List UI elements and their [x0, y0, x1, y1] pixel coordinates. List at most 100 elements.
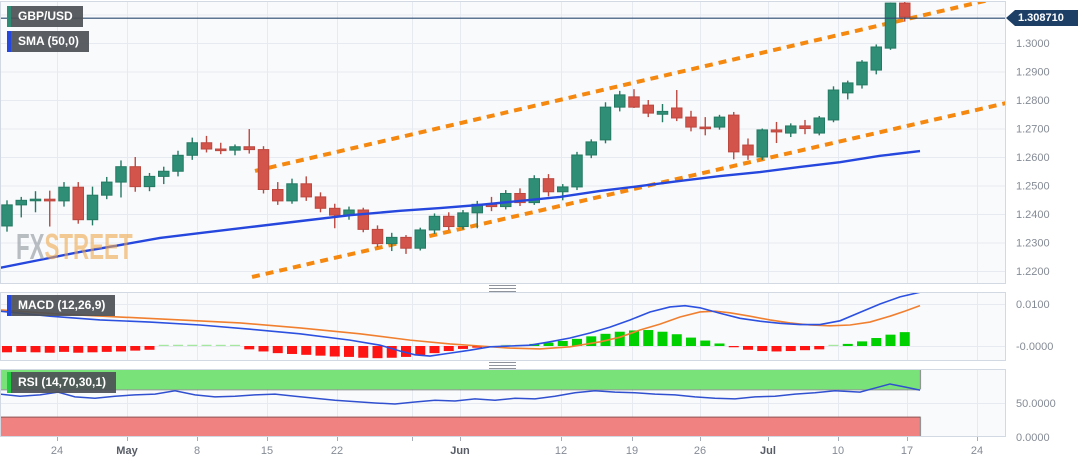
candle-body — [1, 204, 13, 227]
macd-histogram-bar — [87, 346, 98, 353]
macd-histogram-bar — [2, 346, 12, 353]
macd-histogram-bar — [472, 346, 483, 348]
current-price-badge: 1.308710 — [1006, 10, 1078, 26]
macd-histogram-bar — [401, 346, 411, 357]
macd-signal-line — [0, 304, 921, 350]
candle-body — [386, 236, 398, 245]
price-tick-label: 1.2200 — [1016, 266, 1050, 278]
candle-body — [870, 46, 882, 71]
macd-histogram-bar — [757, 346, 768, 352]
date-label: 10 — [832, 445, 844, 457]
macd-histogram-bar — [771, 346, 782, 352]
date-label: Jul — [760, 445, 776, 457]
time-axis[interactable] — [0, 437, 1082, 464]
candle-body — [528, 178, 540, 204]
rsi-border — [0, 369, 1006, 437]
candle-body — [856, 61, 868, 86]
candle-body — [443, 215, 455, 228]
macd-histogram-bar — [686, 337, 696, 346]
candle-body — [884, 2, 897, 49]
main-chart-border — [0, 1, 1006, 284]
macd-histogram-bar — [800, 346, 810, 351]
macd-border — [0, 292, 1006, 361]
candle-body — [642, 104, 654, 114]
price-tick-label: 1.2500 — [1016, 181, 1050, 193]
macd-histogram-bar — [244, 346, 255, 350]
candle-body — [357, 209, 369, 230]
candle-body — [656, 110, 669, 115]
candle-body — [628, 96, 640, 108]
macd-histogram-bar — [130, 346, 141, 351]
macd-histogram — [2, 330, 910, 359]
channel-lower-line — [251, 101, 1006, 279]
candle-body — [286, 183, 298, 202]
candle-body — [713, 116, 726, 128]
candle-body — [143, 175, 156, 188]
macd-histogram-bar — [386, 346, 397, 358]
panel-splitter-grip[interactable] — [489, 362, 516, 369]
candle-body — [457, 212, 469, 228]
trend-channel[interactable] — [251, 0, 1006, 279]
candle-body — [329, 207, 341, 216]
candle-body — [243, 146, 255, 151]
candle-body — [785, 125, 797, 134]
candle-body — [671, 107, 683, 119]
candlestick-series — [1, 1, 911, 254]
macd-histogram-bar — [543, 342, 554, 346]
candle-body — [699, 126, 711, 130]
candle-body — [400, 236, 412, 249]
macd-histogram-bar — [287, 346, 297, 354]
watermark-street: STREET — [44, 226, 133, 267]
candle-body — [72, 186, 84, 221]
price-tick-label: 1.2300 — [1016, 238, 1050, 250]
rsi-oversold-band — [0, 416, 920, 437]
candle-body — [44, 198, 56, 202]
macd-histogram-bar — [828, 344, 839, 346]
macd-histogram-bar — [201, 344, 212, 346]
candle-body — [813, 117, 825, 134]
symbol-legend-label: GBP/USD — [18, 9, 73, 23]
date-label: 12 — [555, 445, 567, 457]
date-label: 22 — [331, 445, 343, 457]
candle-body — [229, 146, 241, 151]
candle-body — [571, 154, 583, 188]
sma-50-line — [0, 149, 921, 270]
candle-body — [200, 142, 213, 150]
macd-histogram-bar — [714, 343, 725, 346]
macd-histogram-bar — [614, 331, 625, 346]
macd-histogram-bar — [700, 340, 711, 346]
date-label: 19 — [626, 445, 638, 457]
panel-splitter-grip[interactable] — [489, 285, 516, 292]
candle-body — [15, 199, 27, 206]
macd-histogram-bar — [743, 346, 753, 350]
macd-legend: MACD (12,26,9) — [7, 295, 116, 316]
candle-body — [300, 183, 312, 198]
date-label: 24 — [971, 445, 983, 457]
rsi-legend-label: RSI (14,70,30,1) — [18, 375, 107, 389]
watermark-fx: FX — [16, 226, 45, 267]
macd-histogram-bar — [671, 334, 682, 346]
macd-plot[interactable] — [0, 292, 1006, 361]
candle-body — [742, 144, 754, 156]
macd-histogram-bar — [215, 344, 226, 346]
rsi-overbought-band — [0, 369, 920, 390]
candle-body — [557, 186, 569, 193]
candle-body — [614, 94, 626, 108]
macd-histogram-bar — [372, 346, 383, 359]
macd-histogram-bar — [116, 346, 126, 352]
candle-body — [514, 192, 526, 204]
date-label: 17 — [901, 445, 913, 457]
macd-histogram-bar — [572, 338, 582, 346]
candle-body — [899, 2, 911, 18]
candle-body — [371, 228, 384, 245]
macd-histogram-bar — [59, 346, 69, 352]
candle-body — [842, 82, 854, 94]
macd-histogram-bar — [728, 346, 739, 348]
price-tick-label: 1.3000 — [1016, 38, 1050, 50]
macd-histogram-bar — [857, 341, 867, 346]
price-axis[interactable] — [1006, 0, 1082, 437]
macd-histogram-bar — [315, 346, 326, 356]
macd-histogram-bar — [173, 344, 183, 346]
macd-histogram-bar — [443, 346, 454, 352]
